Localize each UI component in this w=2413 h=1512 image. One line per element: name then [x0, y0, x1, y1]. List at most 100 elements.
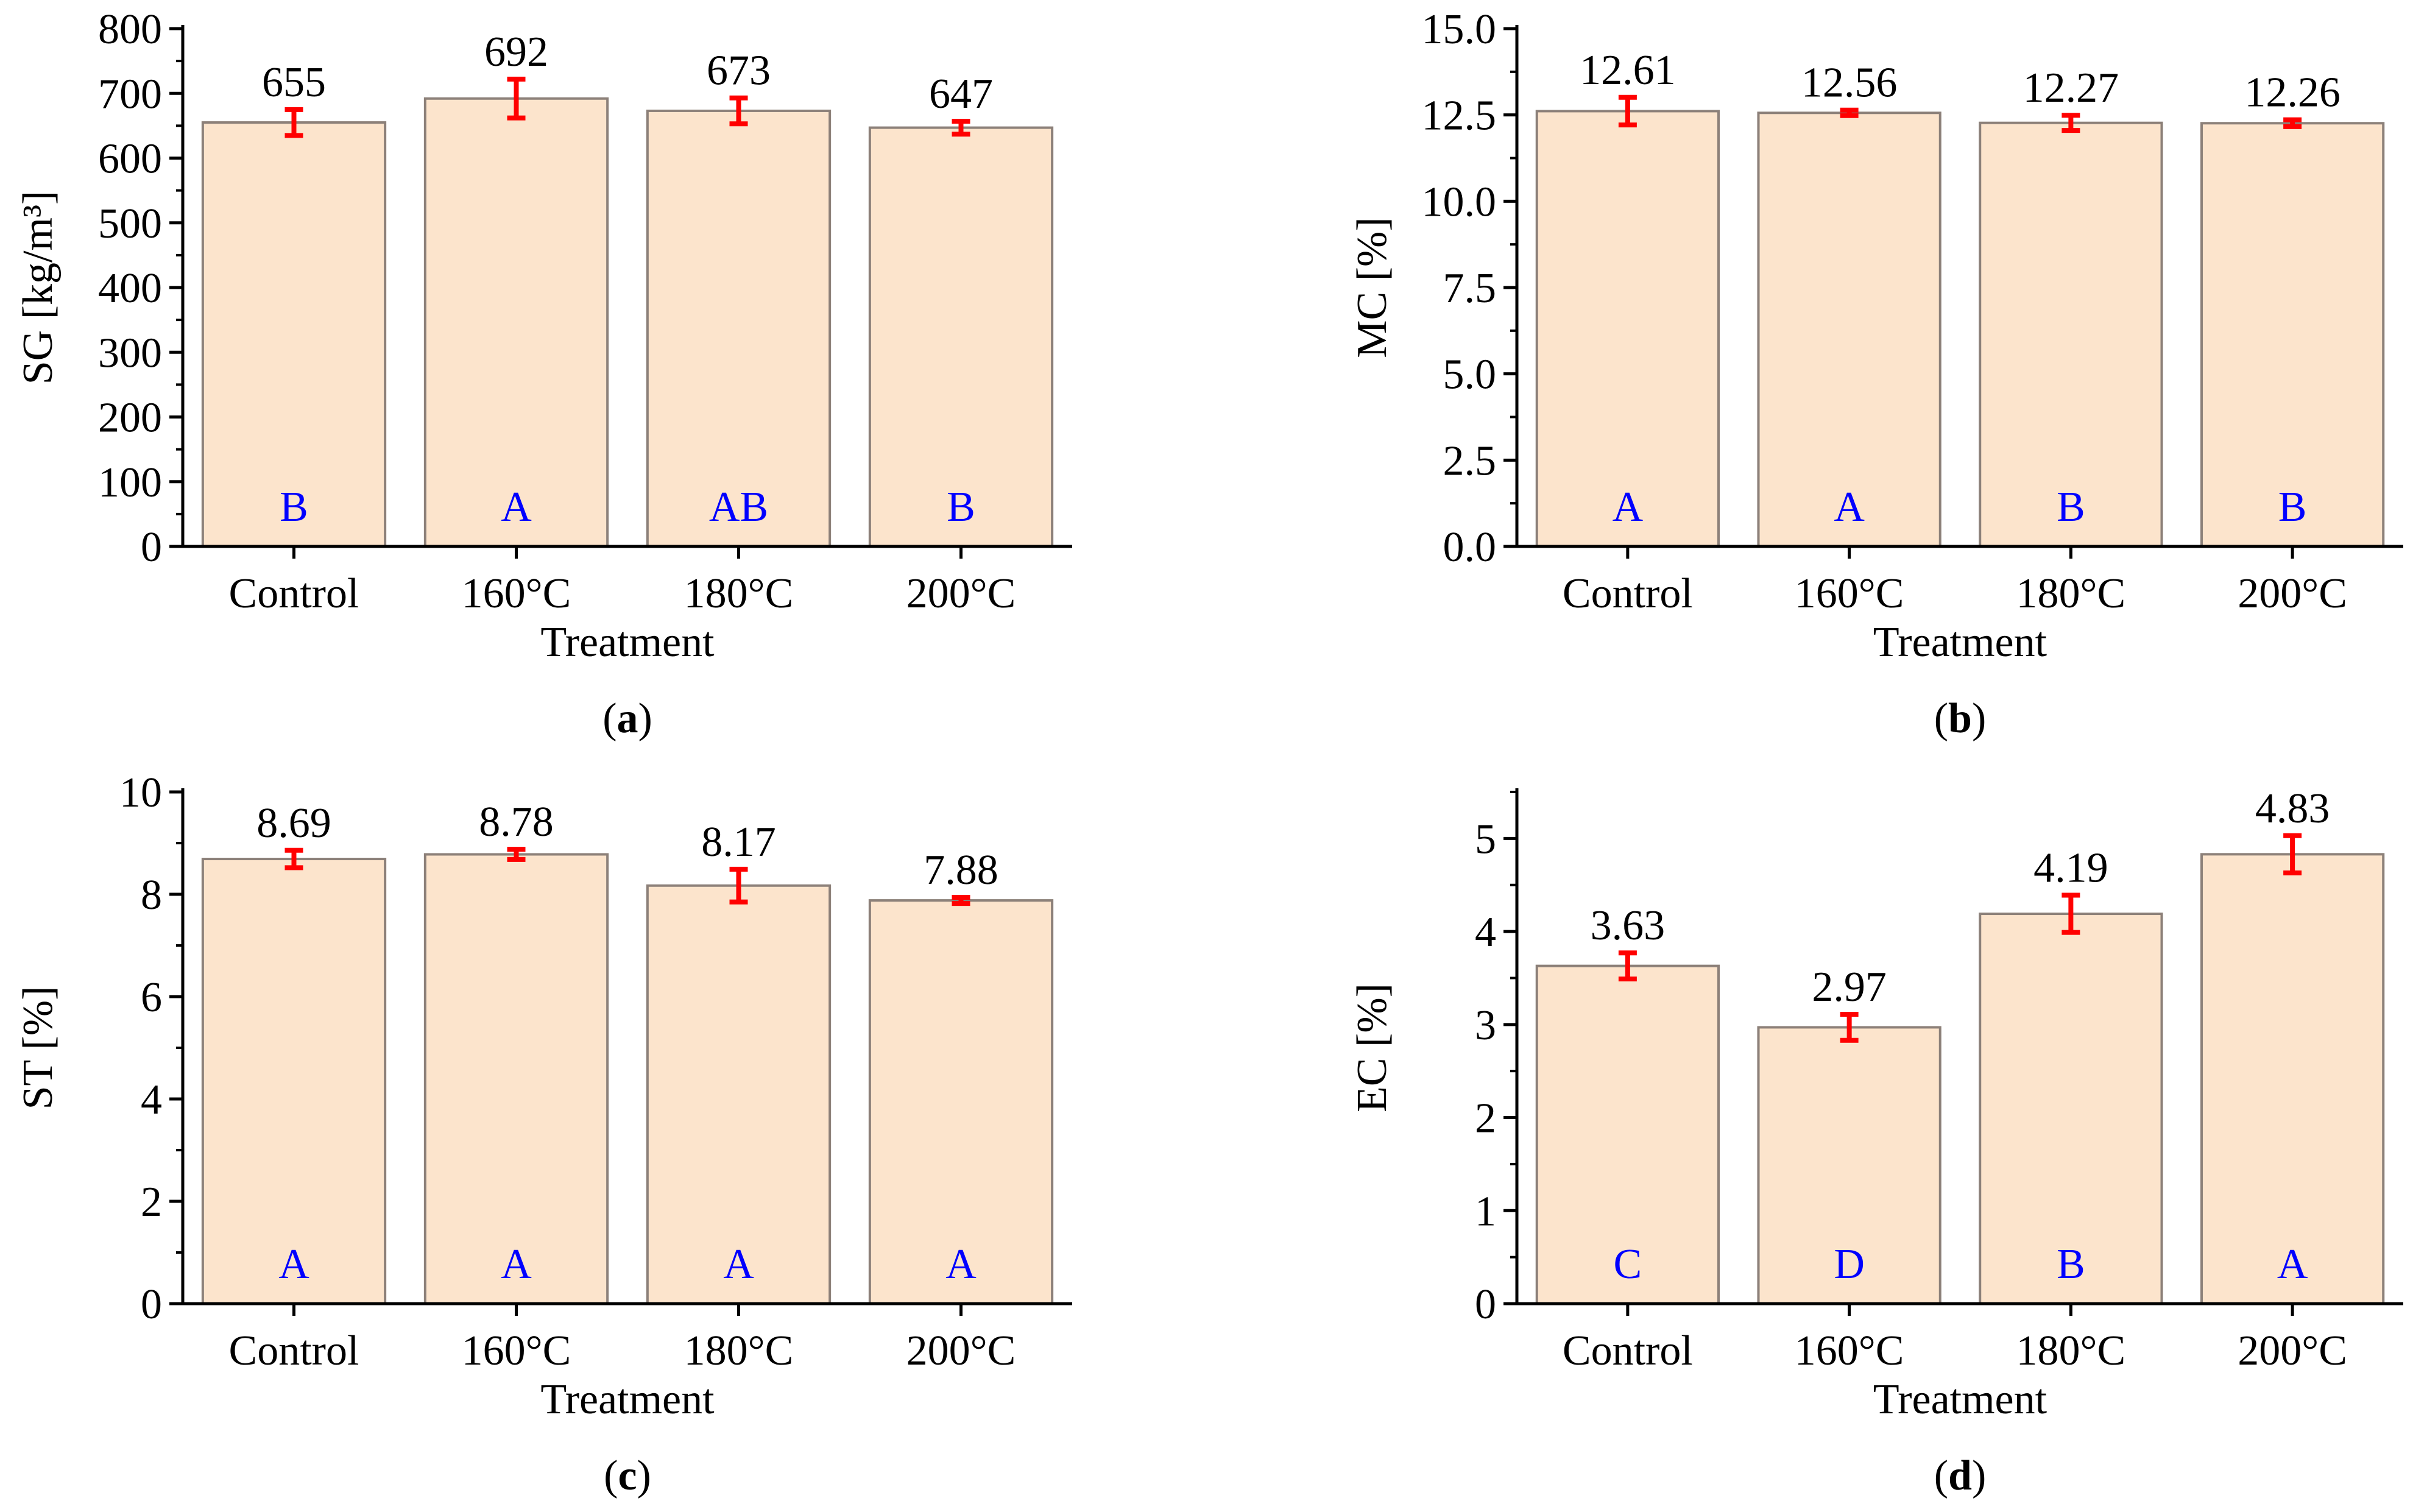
bar-4 [868, 899, 1054, 1305]
caption-paren-open: ( [602, 695, 616, 742]
y-tick-label: 200 [98, 395, 162, 442]
y-tick-label: 8 [141, 872, 162, 919]
value-label-2: 8.78 [479, 799, 554, 846]
chart-panel-b: 12.61 A Control 12.56 A 160°C 12.27 B 180°C 12.26… [1349, 6, 2403, 742]
group-letter-3: B [2057, 1241, 2085, 1288]
y-tick-label: 100 [98, 459, 162, 506]
group-letter-2: D [1834, 1241, 1865, 1288]
bar-4 [2200, 122, 2385, 548]
error-bar-3 [729, 866, 748, 905]
group-letter-2: A [501, 1241, 532, 1288]
error-bar-2 [507, 847, 526, 862]
bar-2 [423, 853, 609, 1305]
y-tick-label: 0 [141, 1281, 162, 1328]
x-tick-label-2: 160°C [462, 570, 571, 617]
x-tick-label-1: Control [229, 570, 359, 617]
group-letter-4: B [947, 484, 975, 531]
value-label-4: 4.83 [2255, 785, 2330, 832]
x-tick-label-2: 160°C [1795, 570, 1904, 617]
value-label-2: 2.97 [1812, 964, 1887, 1011]
y-tick-label: 0 [1475, 1281, 1496, 1328]
y-tick-label: 10.0 [1422, 178, 1497, 225]
value-label-4: 7.88 [924, 847, 998, 894]
error-bar-3 [729, 95, 748, 127]
error-bar-3 [2061, 892, 2080, 935]
y-tick-label: 300 [98, 330, 162, 376]
caption-letter: d [1948, 1452, 1972, 1499]
error-bar-1 [1618, 94, 1637, 128]
y-tick-label: 7.5 [1443, 265, 1497, 312]
y-tick-label: 2 [1475, 1095, 1496, 1142]
error-bar-3 [2061, 113, 2080, 133]
x-tick-label-3: 180°C [684, 1327, 794, 1374]
y-tick-label: 700 [98, 71, 162, 118]
x-tick-label-2: 160°C [1795, 1327, 1904, 1374]
x-tick-label-4: 200°C [2238, 1327, 2347, 1374]
panel-caption: (c) [604, 1452, 651, 1499]
y-tick-label: 4 [1475, 909, 1496, 956]
bar-2 [423, 97, 609, 548]
y-tick-label: 4 [141, 1076, 162, 1123]
value-label-4: 12.26 [2244, 69, 2341, 116]
group-letter-4: A [2277, 1241, 2308, 1288]
group-letter-3: AB [709, 484, 768, 531]
error-bar-1 [284, 107, 303, 138]
x-tick-label-1: Control [1563, 1327, 1693, 1374]
chart-panel-a: 655 B Control 692 A 160°C 673 AB 180°C 647 B 200°C 0… [15, 6, 1072, 742]
y-tick-label: 10 [119, 769, 162, 816]
caption-paren-open: ( [604, 1452, 618, 1499]
x-tick-label-3: 180°C [2016, 1327, 2126, 1374]
y-tick-label: 2 [141, 1179, 162, 1226]
y-tick-label: 500 [98, 200, 162, 247]
value-label-1: 8.69 [256, 800, 331, 847]
value-label-3: 673 [707, 48, 771, 94]
y-tick-label: 1 [1475, 1188, 1496, 1235]
x-tick-label-4: 200°C [906, 1327, 1016, 1374]
group-letter-4: A [945, 1241, 977, 1288]
y-tick-label: 6 [141, 974, 162, 1021]
y-axis-title: MC [%] [1349, 217, 1396, 358]
y-tick-label: 0 [141, 524, 162, 571]
y-tick-label: 400 [98, 265, 162, 312]
error-bar-2 [507, 76, 526, 121]
bar-2 [1757, 111, 1941, 548]
bar-1 [1535, 110, 1720, 548]
y-tick-label: 600 [98, 136, 162, 183]
chart-panel-c: 8.69 A Control 8.78 A 160°C 8.17 A 180°C 7.88 A 200… [15, 769, 1072, 1499]
panel-caption: (b) [1934, 695, 1987, 742]
value-label-3: 4.19 [2033, 845, 2108, 892]
group-letter-2: A [501, 484, 532, 531]
group-letter-3: A [723, 1241, 754, 1288]
x-axis-title: Treatment [1873, 619, 2047, 666]
bar-3 [646, 109, 832, 548]
y-tick-label: 0.0 [1443, 524, 1497, 571]
caption-letter: b [1948, 695, 1972, 742]
error-bar-4 [2283, 117, 2302, 129]
value-label-1: 655 [262, 59, 326, 106]
caption-paren-open: ( [1934, 1452, 1948, 1499]
group-letter-1: A [1613, 484, 1644, 531]
panel-caption: (a) [602, 695, 652, 742]
value-label-4: 647 [929, 71, 993, 118]
caption-letter: c [618, 1452, 637, 1499]
error-bar-2 [1840, 1012, 1859, 1043]
x-tick-label-4: 200°C [906, 570, 1016, 617]
value-label-3: 12.27 [2023, 65, 2119, 111]
caption-paren-close: ) [1972, 1452, 1986, 1499]
y-tick-label: 5 [1475, 816, 1496, 863]
error-bar-2 [1840, 107, 1859, 118]
x-axis-title: Treatment [540, 619, 715, 666]
x-tick-label-3: 180°C [684, 570, 794, 617]
error-bar-1 [1618, 950, 1637, 981]
value-label-1: 3.63 [1591, 902, 1666, 949]
bar-1 [201, 858, 387, 1305]
value-label-2: 692 [484, 29, 548, 76]
panel-caption: (d) [1934, 1452, 1987, 1499]
group-letter-1: C [1614, 1241, 1642, 1288]
caption-paren-close: ) [638, 695, 652, 742]
y-tick-label: 15.0 [1422, 6, 1497, 53]
caption-paren-close: ) [1972, 695, 1986, 742]
caption-letter: a [617, 695, 638, 742]
x-tick-label-2: 160°C [462, 1327, 571, 1374]
